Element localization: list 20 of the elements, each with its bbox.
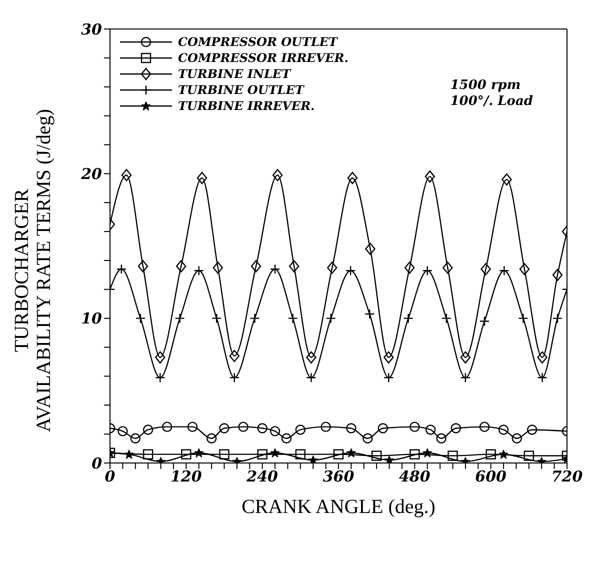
legend-label: COMPRESSOR OUTLET [178, 34, 338, 50]
x-tick-label: 120 [170, 468, 202, 486]
x-axis-title: CRANK ANGLE (deg.) [242, 496, 436, 518]
x-tick-label: 600 [475, 468, 508, 486]
x-tick-label: 0 [104, 468, 116, 486]
annotation: 100°/. Load [450, 94, 533, 110]
legend-label: TURBINE INLET [178, 66, 291, 82]
x-tick-label: 240 [246, 468, 279, 486]
x-tick-label: 720 [551, 468, 584, 486]
x-tick-label: 480 [399, 468, 431, 486]
legend-label: TURBINE OUTLET [178, 82, 304, 98]
y-axis-title: TURBOCHARGER AVAILABILITY RATE TERMS (J/deg) [11, 108, 55, 432]
x-tick-label: 360 [322, 468, 355, 486]
legend-label: TURBINE IRREVER. [178, 98, 315, 114]
y-tick-label: 30 [81, 20, 103, 38]
annotation: 1500 rpm [450, 78, 522, 94]
y-tick-label: 10 [81, 310, 103, 328]
y-tick-label: 0 [92, 454, 103, 472]
y-tick-label: 20 [80, 164, 103, 183]
legend-label: COMPRESSOR IRREVER. [178, 50, 348, 66]
